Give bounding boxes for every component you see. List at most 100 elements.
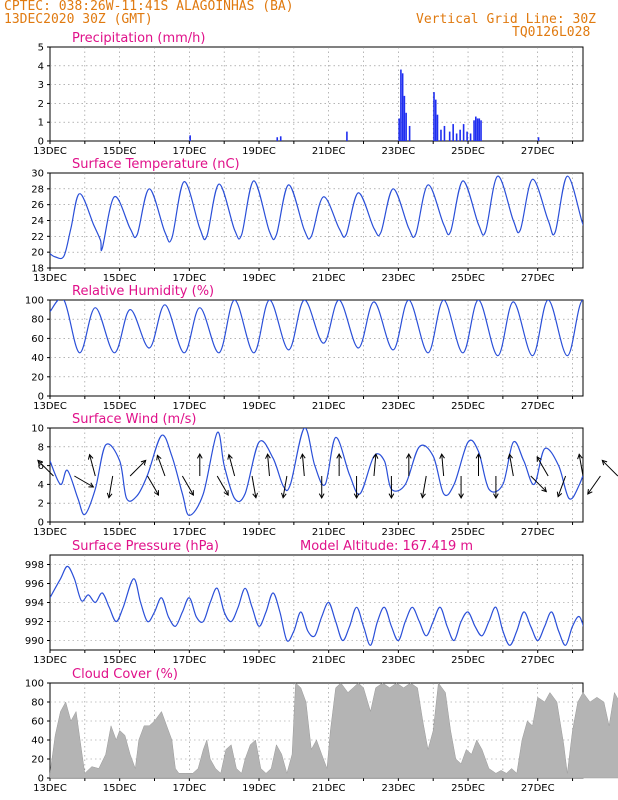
wind-arrow-head (252, 492, 258, 499)
wind-arrow-head (37, 459, 43, 466)
x-tick-label: 25DEC (451, 783, 485, 794)
wind-arrow-head (475, 452, 482, 459)
x-tick-label: 25DEC (451, 655, 485, 666)
precip-bar (408, 125, 411, 141)
pressure-title: Surface Pressure (hPa) (72, 539, 219, 554)
precip-bar (478, 118, 481, 141)
wind-arrow-head (154, 490, 160, 497)
wind-arrow (74, 475, 94, 488)
wind-arrow-head (372, 453, 379, 459)
precip-bar (401, 73, 404, 141)
cloud-area (49, 682, 618, 779)
y-tick-label: 10 (31, 424, 44, 435)
precip-bar (405, 112, 407, 141)
wind-arrow (301, 454, 305, 477)
rh-line (50, 300, 583, 357)
wind-arrow-head (223, 490, 229, 496)
precip-bar (434, 99, 437, 141)
wind-arrow-head (353, 493, 360, 500)
wind-arrow-head (318, 493, 325, 500)
wind-title: Surface Wind (m/s) (72, 412, 196, 427)
x-tick-label: 13DEC (33, 273, 67, 284)
wind-arrow-head (507, 453, 513, 460)
y-tick-label: 996 (25, 579, 44, 590)
wind-panel: 0 2 4 6 8 10 13DEC 15DEC 17DEC 19DEC 21DEC 23DEC 25D… (31, 412, 584, 538)
precip-bar (455, 133, 458, 141)
wind-arrow-head (299, 453, 306, 459)
wind-arrow-head (541, 486, 548, 493)
grid-note: Vertical Grid Line: 30Z (416, 12, 597, 27)
wind-arrow-head (265, 453, 271, 459)
x-tick-label: 15DEC (103, 527, 137, 538)
precip-bar (462, 124, 465, 141)
x-tick-label: 17DEC (172, 273, 206, 284)
x-tick-label: 13DEC (33, 783, 67, 794)
y-tick-label: 6 (38, 461, 44, 472)
pressure-line (50, 565, 583, 646)
y-tick-label: 40 (31, 736, 44, 747)
wind-arrow (147, 475, 159, 496)
x-tick-label: 17DEC (172, 655, 206, 666)
rh-frame (49, 299, 584, 397)
temp-title: Surface Temperature (nC) (72, 157, 240, 172)
wind-arrow (181, 475, 194, 496)
y-tick-label: 30 (31, 169, 44, 180)
precip-bar (473, 120, 475, 141)
x-tick-label: 27DEC (521, 527, 555, 538)
y-tick-label: 40 (31, 353, 44, 364)
y-tick-label: 2 (38, 99, 44, 110)
y-tick-label: 18 (31, 264, 44, 275)
y-tick-label: 0 (38, 518, 44, 529)
precip-bar (189, 135, 191, 141)
x-tick-label: 15DEC (103, 655, 137, 666)
x-tick-label: 19DEC (242, 401, 276, 412)
x-tick-label: 23DEC (381, 146, 415, 157)
y-tick-label: 4 (38, 61, 44, 72)
precip-bar (476, 118, 479, 141)
wind-arrow-head (536, 455, 542, 462)
x-tick-label: 25DEC (451, 273, 485, 284)
x-tick-label: 21DEC (312, 146, 346, 157)
pressure-panel: 990 992 994 996 998 13DEC 15DEC 17DEC 19DEC 21DEC… (25, 539, 584, 666)
wind-arrow (587, 475, 601, 495)
wind-arrow-head (156, 454, 162, 461)
wind-arrow (441, 454, 445, 477)
precip-bar (436, 114, 439, 141)
y-tick-label: 4 (38, 480, 44, 491)
precip-bar (448, 131, 451, 141)
y-tick-label: 80 (31, 315, 44, 326)
x-tick-label: 21DEC (312, 655, 346, 666)
precip-title: Precipitation (mm/h) (72, 31, 205, 46)
precip-bar (469, 133, 472, 141)
x-tick-label: 15DEC (103, 783, 137, 794)
x-tick-label: 19DEC (242, 527, 276, 538)
x-tick-label: 19DEC (242, 783, 276, 794)
y-tick-label: 990 (25, 636, 44, 647)
precip-bar (443, 125, 446, 141)
precip-bar (459, 129, 461, 141)
wind-arrow (228, 454, 236, 477)
x-tick-label: 13DEC (33, 401, 67, 412)
precip-bar (440, 129, 442, 141)
wind-arrow-head (458, 493, 464, 500)
wind-arrow (37, 460, 54, 477)
wind-arrow-head (188, 490, 194, 496)
x-tick-label: 21DEC (312, 527, 346, 538)
temp-line (50, 175, 583, 260)
precip-bar (398, 118, 400, 141)
x-tick-label: 27DEC (521, 146, 555, 157)
wind-arrow-head (556, 491, 563, 498)
x-tick-label: 17DEC (172, 783, 206, 794)
wind-arrow (282, 475, 288, 498)
y-tick-label: 22 (31, 232, 44, 243)
wind-arrow (89, 454, 96, 477)
y-tick-label: 8 (38, 442, 44, 453)
wind-arrow (601, 460, 618, 477)
precip-bar (400, 69, 402, 141)
wind-arrow-head (196, 452, 203, 459)
y-tick-label: 20 (31, 372, 44, 383)
x-tick-label: 27DEC (521, 401, 555, 412)
wind-grid (50, 428, 583, 522)
wind-arrow-head (601, 459, 608, 466)
x-tick-label: 13DEC (33, 655, 67, 666)
